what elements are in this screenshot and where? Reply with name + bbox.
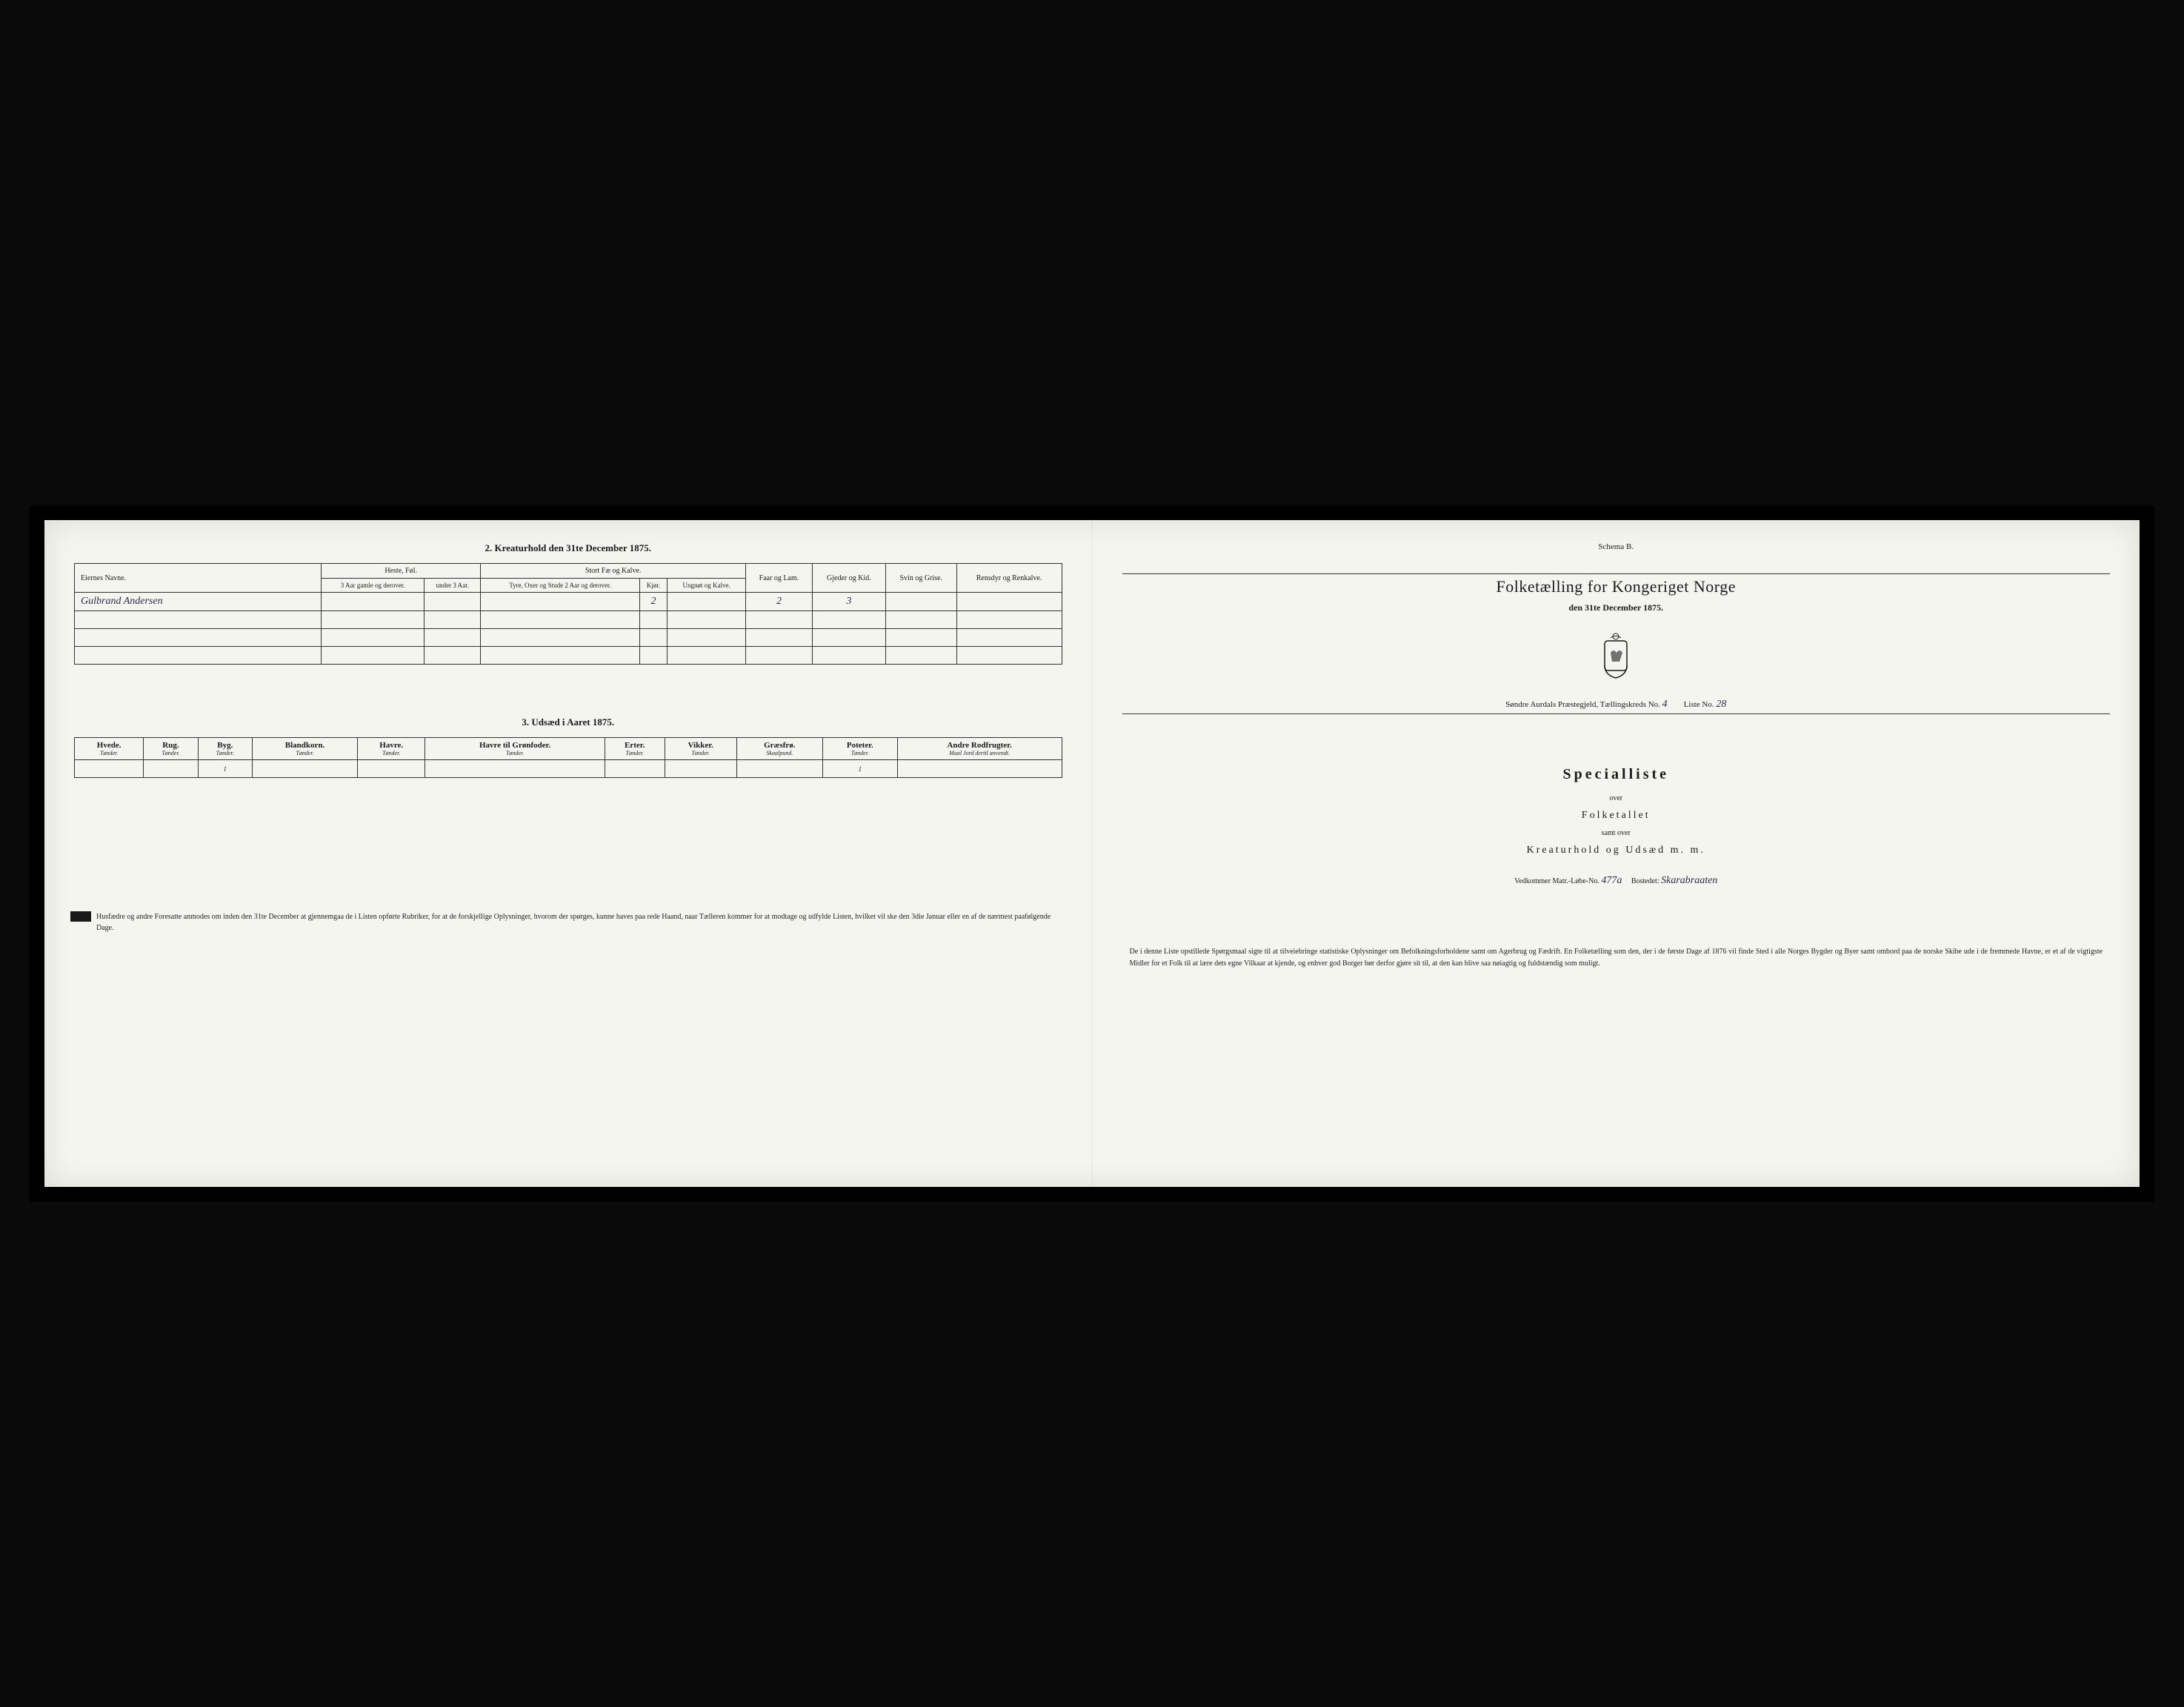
- col-header: Blandkorn.Tønder.: [252, 738, 357, 760]
- kreaturhold-line: Kreaturhold og Udsæd m. m.: [1122, 845, 2111, 856]
- specialliste-title: Specialliste: [1122, 766, 2111, 783]
- liste-prefix: Liste No.: [1684, 700, 1714, 709]
- subtitle-date: den 31te December 1875.: [1122, 602, 2111, 613]
- heste2-header: under 3 Aar.: [425, 579, 481, 593]
- liste-no: 28: [1716, 699, 1726, 710]
- col-header: Byg.Tønder.: [198, 738, 252, 760]
- cell: [425, 593, 481, 611]
- udsaed-table: Hvede.Tønder. Rug.Tønder. Byg.Tønder. Bl…: [74, 737, 1062, 778]
- kreaturhold-table: Eiernes Navne. Heste, Føl. Stort Fæ og K…: [74, 563, 1062, 665]
- cell: [144, 760, 198, 778]
- cell: [252, 760, 357, 778]
- schema-label: Schema B.: [1122, 542, 2111, 551]
- faar-header: Faar og Lam.: [746, 564, 813, 593]
- coat-of-arms-icon: [1122, 632, 2111, 680]
- col-header: Poteter.Tønder.: [822, 738, 897, 760]
- pointer-icon: [70, 911, 91, 922]
- location-prefix: Søndre Aurdals Præstegjeld, Tællingskred…: [1505, 700, 1660, 709]
- matr-line: Vedkommer Matr.-Løbe-No. 477a Bostedet: …: [1122, 875, 2111, 887]
- rensdyr-header: Rensdyr og Renkalve.: [956, 564, 1062, 593]
- col-header: Græsfrø.Skaalpund.: [736, 738, 822, 760]
- table-row: 1 1: [75, 760, 1062, 778]
- bosted-prefix: Bostedet:: [1631, 877, 1659, 885]
- section3-title: 3. Udsæd i Aaret 1875.: [74, 716, 1062, 728]
- gjeder-header: Gjeder og Kid.: [812, 564, 885, 593]
- kreds-no: 4: [1662, 699, 1668, 710]
- stort2-header: Kjør.: [639, 579, 667, 593]
- col-header: Havre til Grønfoder.Tønder.: [425, 738, 605, 760]
- stort1-header: Tyre, Oxer og Stude 2 Aar og derover.: [481, 579, 640, 593]
- cell: [481, 593, 640, 611]
- heste-group: Heste, Føl.: [322, 564, 481, 579]
- svin-header: Svin og Grise.: [885, 564, 956, 593]
- cell: [322, 593, 425, 611]
- gjeder-cell: 3: [812, 593, 885, 611]
- table-row: [75, 647, 1062, 665]
- matr-prefix: Vedkommer Matr.-Løbe-No.: [1514, 877, 1599, 885]
- owner-name: Gulbrand Andersen: [75, 593, 322, 611]
- bosted-name: Skarabraaten: [1661, 875, 1717, 886]
- cell: [75, 760, 144, 778]
- folketallet: Folketallet: [1122, 810, 2111, 822]
- col-header: Rug.Tønder.: [144, 738, 198, 760]
- footnote-text: Husfædre og andre Foresatte anmodes om i…: [96, 913, 1051, 932]
- cell: [605, 760, 665, 778]
- col-header: Havre.Tønder.: [358, 738, 425, 760]
- kjor-cell: 2: [639, 593, 667, 611]
- page-right: Schema B. Folketælling for Kongeriget No…: [1093, 520, 2140, 1187]
- page-left: 2. Kreaturhold den 31te December 1875. E…: [44, 520, 1093, 1187]
- col-header: Andre Rodfrugter.Maal Jord dertil anvend…: [897, 738, 1062, 760]
- cell: [885, 593, 956, 611]
- poteter-cell: 1: [822, 760, 897, 778]
- cell: [425, 760, 605, 778]
- col-header: Erter.Tønder.: [605, 738, 665, 760]
- over-text: over: [1122, 794, 2111, 802]
- matr-no: 477a: [1601, 875, 1622, 886]
- cell: [736, 760, 822, 778]
- cell: [897, 760, 1062, 778]
- cell: [665, 760, 736, 778]
- table-row: [75, 629, 1062, 647]
- samt-over: samt over: [1122, 829, 2111, 837]
- col-header: Hvede.Tønder.: [75, 738, 144, 760]
- faar-cell: 2: [746, 593, 813, 611]
- stort-group: Stort Fæ og Kalve.: [481, 564, 746, 579]
- col-header: Vikker.Tønder.: [665, 738, 736, 760]
- cell: [956, 593, 1062, 611]
- document-frame: 2. Kreaturhold den 31te December 1875. E…: [30, 505, 2154, 1202]
- footnote: Husfædre og andre Foresatte anmodes om i…: [74, 911, 1062, 934]
- section2-title: 2. Kreaturhold den 31te December 1875.: [74, 542, 1062, 554]
- main-title: Folketælling for Kongeriget Norge: [1122, 577, 2111, 596]
- cell: [667, 593, 746, 611]
- cell: [358, 760, 425, 778]
- divider: [1122, 573, 2111, 574]
- paper-spread: 2. Kreaturhold den 31te December 1875. E…: [44, 520, 2140, 1187]
- owner-header: Eiernes Navne.: [75, 564, 322, 593]
- table-row: Gulbrand Andersen 2 2 3: [75, 593, 1062, 611]
- heste1-header: 3 Aar gamle og derover.: [322, 579, 425, 593]
- table-row: [75, 611, 1062, 629]
- bottom-paragraph: De i denne Liste opstillede Spørgsmaal s…: [1122, 946, 2111, 970]
- location-line: Søndre Aurdals Præstegjeld, Tællingskred…: [1122, 699, 2111, 714]
- stort3-header: Ungnøt og Kalve.: [667, 579, 746, 593]
- byg-cell: 1: [198, 760, 252, 778]
